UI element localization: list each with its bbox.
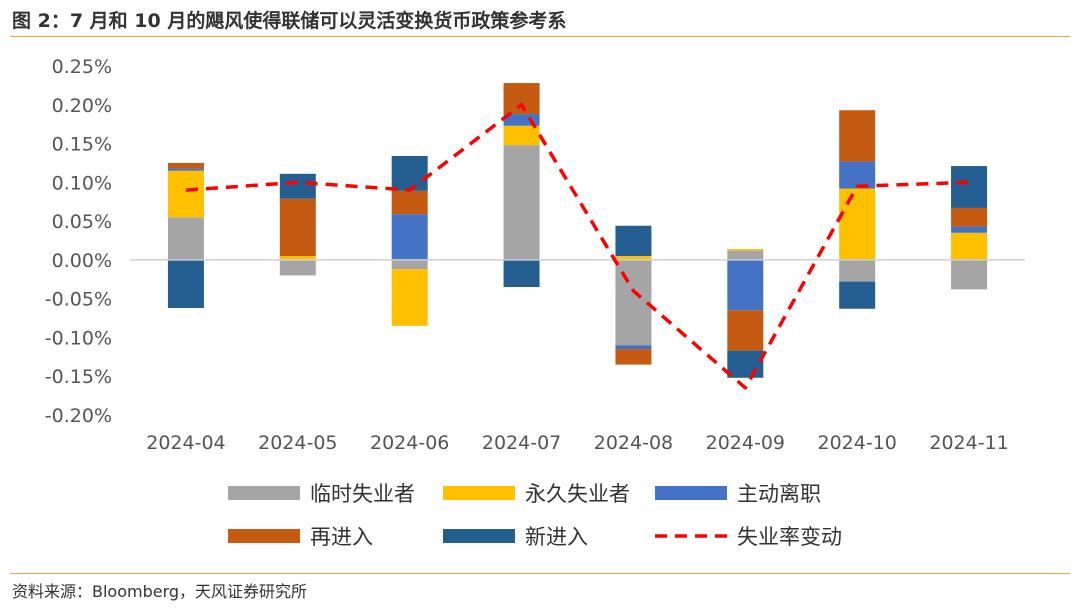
bar-segment xyxy=(615,225,652,257)
bar-segment xyxy=(951,232,988,260)
legend-item: 永久失业者 xyxy=(443,482,630,506)
legend-swatch xyxy=(228,529,300,543)
legend-item: 失业率变动 xyxy=(655,525,842,549)
bar-segment xyxy=(167,162,204,169)
bar-stack xyxy=(167,162,204,308)
bar-segment xyxy=(727,249,764,251)
legend-label: 再进入 xyxy=(310,525,373,549)
bar-segment xyxy=(167,168,204,171)
legend-swatch xyxy=(228,486,300,500)
legend-swatch xyxy=(443,486,515,500)
legend-swatch xyxy=(443,529,515,543)
bar-segment xyxy=(951,166,988,208)
bar-segment xyxy=(839,110,876,162)
y-tick-label: -0.05% xyxy=(45,289,112,311)
bar-segment xyxy=(391,214,428,260)
bar-segment xyxy=(839,259,876,282)
bar-segment xyxy=(951,226,988,233)
x-axis: 2024-04 2024-05 2024-06 2024-07 2024-08 2024-… xyxy=(146,432,1009,454)
footer-divider xyxy=(10,573,1070,574)
y-tick-label: 0.15% xyxy=(52,134,112,156)
bar-segment xyxy=(615,345,652,350)
stacked-bar-chart: 0.25% 0.20% 0.15% 0.10% 0.05% 0.00% -0.05% -0.1… xyxy=(45,56,1025,549)
x-tick-label: 2024-11 xyxy=(929,432,1008,454)
bar-stack xyxy=(951,166,988,290)
bar-segment xyxy=(951,259,988,290)
bar-stack xyxy=(391,155,428,326)
bar-segment xyxy=(167,217,204,260)
bar-segment xyxy=(727,350,764,378)
legend-label: 失业率变动 xyxy=(737,525,842,549)
y-axis: 0.25% 0.20% 0.15% 0.10% 0.05% 0.00% -0.05% -0.1… xyxy=(45,56,112,427)
bar-segment xyxy=(503,83,540,115)
bar-segment xyxy=(503,114,540,126)
bar-segment xyxy=(727,259,764,311)
bar-segment xyxy=(615,349,652,365)
legend-item: 新进入 xyxy=(443,525,588,549)
bar-stack xyxy=(503,83,540,288)
title-divider xyxy=(10,36,1070,37)
x-tick-label: 2024-04 xyxy=(146,432,225,454)
bar-stacks xyxy=(167,83,988,378)
bar-segment xyxy=(279,198,316,257)
legend-label: 新进入 xyxy=(525,525,588,549)
bar-segment xyxy=(391,155,428,191)
line-path xyxy=(185,103,970,390)
legend-label: 临时失业者 xyxy=(310,482,415,506)
bar-segment xyxy=(839,281,876,309)
bar-segment xyxy=(167,259,204,308)
x-tick-label: 2024-05 xyxy=(258,432,337,454)
bar-segment xyxy=(279,173,316,199)
bar-segment xyxy=(167,170,204,218)
legend-label: 永久失业者 xyxy=(525,482,630,506)
legend-item: 再进入 xyxy=(228,525,373,549)
y-tick-label: -0.15% xyxy=(45,366,112,388)
bar-segment xyxy=(951,207,988,227)
legend-label: 主动离职 xyxy=(737,482,821,506)
bar-segment xyxy=(727,310,764,351)
y-tick-label: 0.25% xyxy=(52,56,112,78)
x-tick-label: 2024-08 xyxy=(594,432,673,454)
y-tick-label: -0.10% xyxy=(45,327,112,349)
bar-segment xyxy=(391,259,428,270)
source-note: 资料来源：Bloomberg，天风证券研究所 xyxy=(12,582,308,601)
y-tick-label: 0.10% xyxy=(52,172,112,194)
y-tick-label: 0.00% xyxy=(52,250,112,272)
y-tick-label: 0.20% xyxy=(52,95,112,117)
bar-segment xyxy=(503,259,540,288)
bar-segment xyxy=(503,125,540,146)
bar-segment xyxy=(391,190,428,215)
y-tick-label: 0.05% xyxy=(52,211,112,233)
legend-item: 主动离职 xyxy=(655,482,821,506)
bar-segment xyxy=(503,145,540,260)
bar-stack xyxy=(727,249,764,378)
bar-stack xyxy=(279,173,316,276)
legend-item: 临时失业者 xyxy=(228,482,415,506)
x-tick-label: 2024-07 xyxy=(482,432,561,454)
bar-segment xyxy=(615,256,652,260)
bar-stack xyxy=(615,225,652,365)
bar-stack xyxy=(839,110,876,309)
legend-swatch xyxy=(655,486,727,500)
bar-segment xyxy=(391,269,428,326)
figure-title: 图 2：7 月和 10 月的飓风使得联储可以灵活变换货币政策参考系 xyxy=(12,10,567,32)
bar-segment xyxy=(727,250,764,260)
unemployment-change-line xyxy=(185,103,970,390)
y-tick-label: -0.20% xyxy=(45,405,112,427)
bar-segment xyxy=(839,188,876,260)
bar-segment xyxy=(279,256,316,260)
bar-segment xyxy=(839,161,876,189)
x-tick-label: 2024-10 xyxy=(817,432,896,454)
x-tick-label: 2024-09 xyxy=(706,432,785,454)
bar-segment xyxy=(279,259,316,276)
x-tick-label: 2024-06 xyxy=(370,432,449,454)
